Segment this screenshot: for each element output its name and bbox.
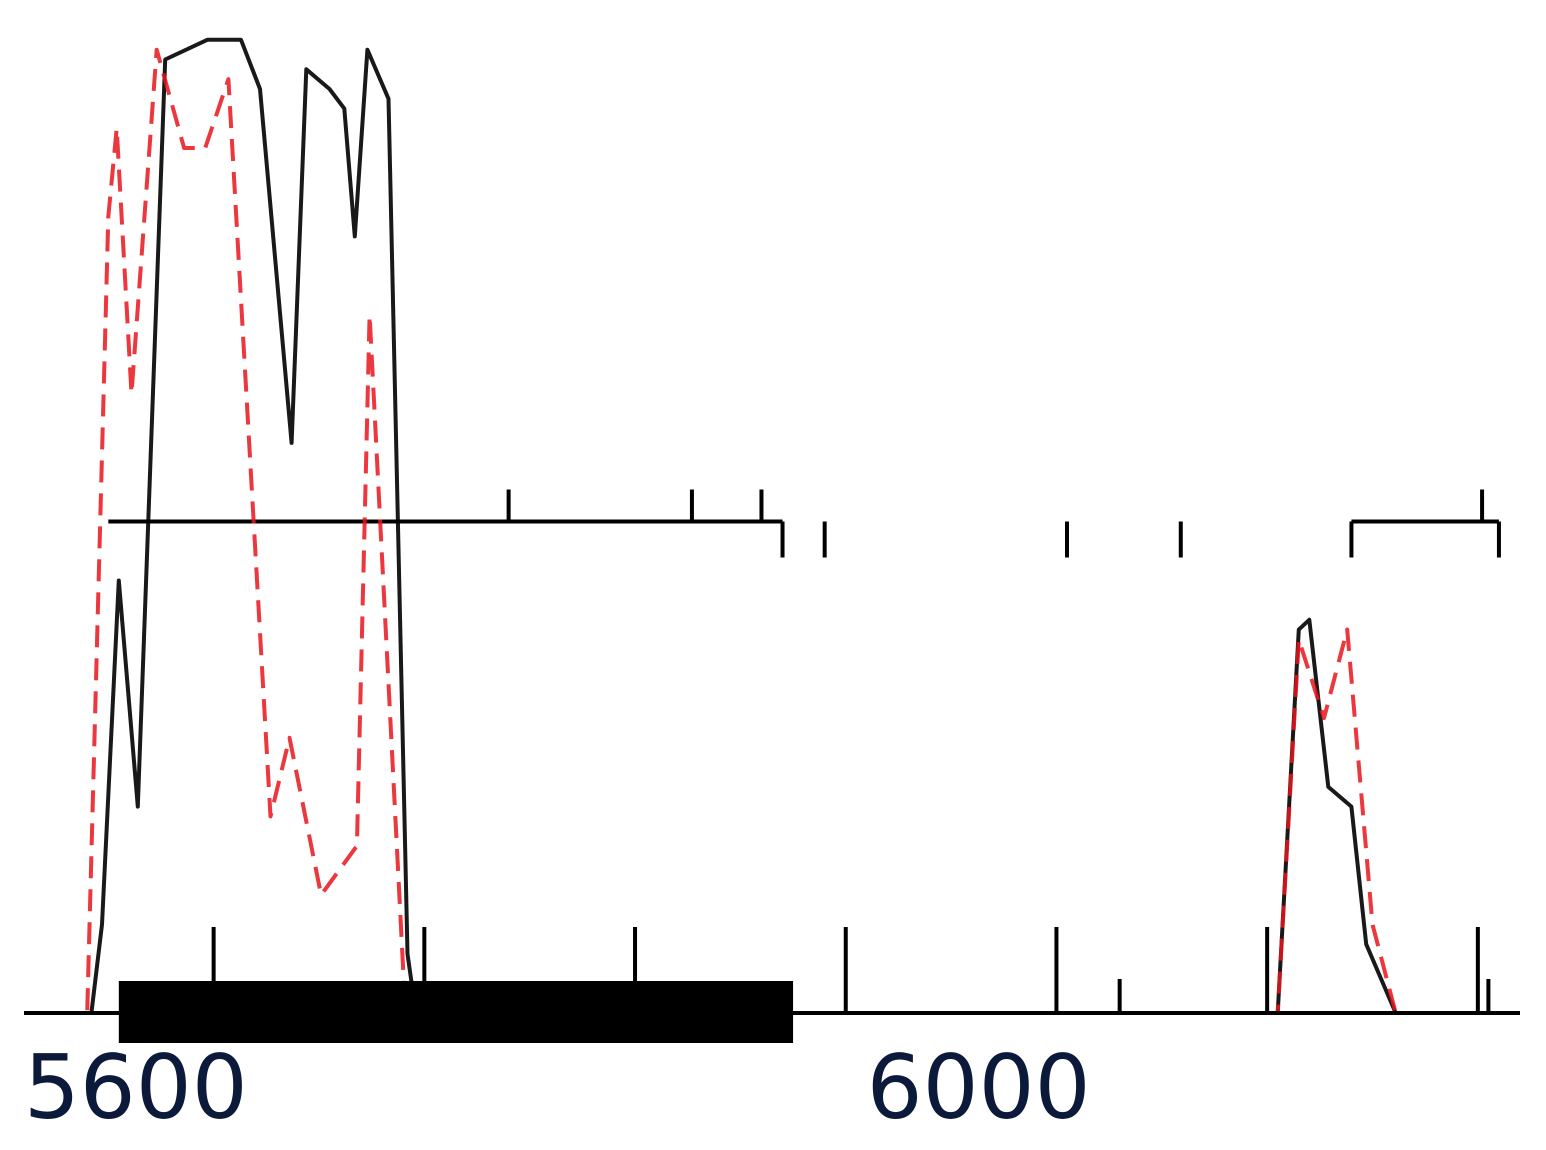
x-tick-label-6000: 6000 xyxy=(867,1036,1091,1139)
upper-track xyxy=(108,489,1501,558)
x-tick-labels: 5600 6000 xyxy=(24,1036,1091,1139)
plot-area xyxy=(24,37,1520,1015)
x-tick-label-5600: 5600 xyxy=(24,1036,248,1139)
series-line-solid xyxy=(24,37,1520,1015)
series-line-dashed xyxy=(24,47,1520,1015)
feature-bar xyxy=(118,981,794,1043)
lower-axis xyxy=(24,927,1520,1043)
